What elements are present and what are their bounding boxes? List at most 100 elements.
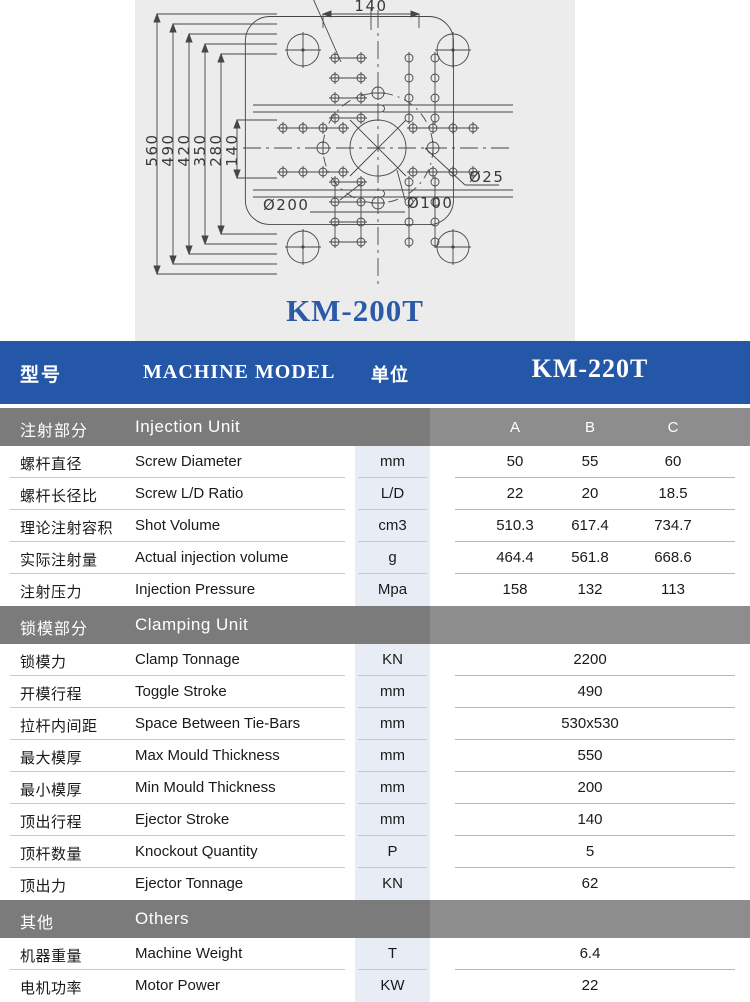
row-label-cn: 锁模力 <box>20 654 67 671</box>
row-label-en: Ejector Stroke <box>135 811 230 828</box>
table-row: 开模行程 Toggle Stroke mm 490 <box>0 676 750 708</box>
section-header-others: 其他 Others <box>0 900 750 938</box>
row-value-b: 20 <box>581 485 599 502</box>
row-value-merged: 22 <box>581 977 599 994</box>
row-rule-left <box>10 573 345 574</box>
row-rule-unit <box>358 477 427 478</box>
section-title-cn: 锁模部分 <box>20 621 89 638</box>
row-unit-cell: KN <box>355 868 430 900</box>
row-label-en: Motor Power <box>135 977 221 994</box>
row-label-en: Injection Pressure <box>135 581 256 598</box>
section-band-right <box>430 606 750 644</box>
section-band-left <box>0 606 430 644</box>
row-unit-cell: cm3 <box>355 510 430 542</box>
row-label-en: Max Mould Thickness <box>135 747 280 764</box>
row-label-cn: 理论注射容积 <box>20 520 114 537</box>
row-unit: KN <box>382 651 403 668</box>
dim-420: 420 <box>175 133 193 166</box>
row-label-en: Ejector Tonnage <box>135 875 244 892</box>
row-rule-left <box>10 477 345 478</box>
header-unit-cn: 单位 <box>371 365 409 385</box>
row-value-merged: 5 <box>585 843 595 860</box>
row-value-a: 158 <box>502 581 528 598</box>
row-unit-cell: KN <box>355 644 430 676</box>
table-header-row: 型号 MACHINE MODEL 单位 KM-220T <box>0 341 750 404</box>
row-value-a: 50 <box>506 453 524 470</box>
row-rule-unit <box>358 509 427 510</box>
row-label-cn: 螺杆直径 <box>20 456 83 473</box>
mould-platen-drawing: 560 490 420 350 280 140 140 Ø25 Ø100 Ø20… <box>143 0 513 288</box>
row-value-a: 510.3 <box>496 517 534 534</box>
row-rule-value <box>455 675 735 676</box>
row-rule-left <box>10 541 345 542</box>
table-row: 最小模厚 Min Mould Thickness mm 200 <box>0 772 750 804</box>
row-unit-cell: T <box>355 938 430 970</box>
row-label-en: Screw Diameter <box>135 453 242 470</box>
technical-drawing-panel: 560 490 420 350 280 140 140 Ø25 Ø100 Ø20… <box>135 0 575 341</box>
dim-d200: Ø200 <box>263 196 309 214</box>
row-rule-left <box>10 803 345 804</box>
dim-350: 350 <box>191 133 209 166</box>
row-value-b: 132 <box>577 581 603 598</box>
row-unit-cell: mm <box>355 708 430 740</box>
row-unit-cell: KW <box>355 970 430 1002</box>
row-label-en: Min Mould Thickness <box>135 779 276 796</box>
row-unit: mm <box>380 715 405 732</box>
row-unit: mm <box>380 747 405 764</box>
row-value-c: 734.7 <box>654 517 692 534</box>
row-label-cn: 注射压力 <box>20 584 83 601</box>
row-rule-value <box>455 477 735 478</box>
table-row: 注射压力 Injection Pressure Mpa 158 132 113 <box>0 574 750 606</box>
header-model-en: MACHINE MODEL <box>143 361 336 383</box>
table-row: 电机功率 Motor Power KW 22 <box>0 970 750 1002</box>
row-label-cn: 顶杆数量 <box>20 846 83 863</box>
row-label-cn: 实际注射量 <box>20 552 98 569</box>
row-unit: L/D <box>380 485 405 502</box>
row-unit: cm3 <box>378 517 407 534</box>
row-label-en: Toggle Stroke <box>135 683 227 700</box>
row-label-cn: 顶出行程 <box>20 814 83 831</box>
row-value-merged: 200 <box>577 779 603 796</box>
row-label-en: Screw L/D Ratio <box>135 485 244 502</box>
row-unit: g <box>388 549 397 566</box>
table-row: 顶出行程 Ejector Stroke mm 140 <box>0 804 750 836</box>
row-label-cn: 顶出力 <box>20 878 67 895</box>
row-value-b: 617.4 <box>571 517 609 534</box>
row-label-en: Shot Volume <box>135 517 221 534</box>
row-rule-left <box>10 509 345 510</box>
row-unit: mm <box>380 683 405 700</box>
table-row: 锁模力 Clamp Tonnage KN 2200 <box>0 644 750 676</box>
row-rule-unit <box>358 835 427 836</box>
section-header-injection: 注射部分 Injection Unit A B C <box>0 408 750 446</box>
row-rule-left <box>10 771 345 772</box>
table-row: 实际注射量 Actual injection volume g 464.4 56… <box>0 542 750 574</box>
section-band-left <box>0 408 430 446</box>
specification-table: 型号 MACHINE MODEL 单位 KM-220T 注射部分 Injecti… <box>0 341 750 1002</box>
row-rule-unit <box>358 771 427 772</box>
row-unit-cell: mm <box>355 804 430 836</box>
row-unit: mm <box>380 779 405 796</box>
row-unit: T <box>387 945 398 962</box>
dim-140-left: 140 <box>223 133 241 166</box>
row-value-merged: 550 <box>577 747 603 764</box>
row-label-cn: 螺杆长径比 <box>20 488 98 505</box>
row-value-merged: 2200 <box>573 651 607 668</box>
row-rule-value <box>455 573 735 574</box>
row-label-cn: 最大模厚 <box>20 750 83 767</box>
table-row: 拉杆内间距 Space Between Tie-Bars mm 530x530 <box>0 708 750 740</box>
row-rule-left <box>10 675 345 676</box>
row-value-a: 464.4 <box>496 549 534 566</box>
dim-280: 280 <box>207 133 225 166</box>
header-gap <box>0 404 750 408</box>
table-row: 螺杆长径比 Screw L/D Ratio L/D 22 20 18.5 <box>0 478 750 510</box>
row-label-en: Actual injection volume <box>135 549 289 566</box>
row-value-b: 561.8 <box>571 549 609 566</box>
row-rule-value <box>455 835 735 836</box>
row-rule-left <box>10 969 345 970</box>
row-rule-value <box>455 707 735 708</box>
dim-140-top: 140 <box>354 0 387 15</box>
row-value-a: 22 <box>506 485 524 502</box>
row-rule-value <box>455 969 735 970</box>
row-value-merged: 6.4 <box>579 945 601 962</box>
